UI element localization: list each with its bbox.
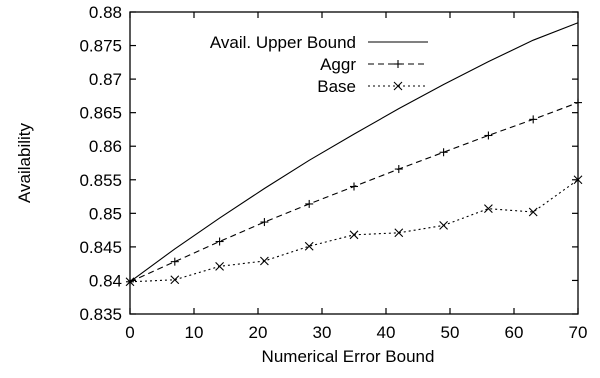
series-group — [125, 22, 583, 287]
axes: 0 10 20 30 40 50 60 70 0.835 0.84 0.845 0.85 0.855 0.… — [79, 3, 587, 342]
x-marker — [394, 228, 404, 238]
series-line — [129, 179, 579, 283]
y-tick-label: 0.84 — [89, 271, 122, 290]
series-base — [125, 175, 583, 287]
plot-frame — [129, 11, 579, 315]
y-tick-label: 0.845 — [79, 238, 122, 257]
legend-label: Base — [317, 77, 356, 96]
x-marker — [349, 230, 359, 240]
x-marker — [439, 221, 448, 230]
x-marker — [573, 175, 583, 185]
x-tick-label: 50 — [441, 323, 460, 342]
y-tick-label: 0.87 — [89, 70, 122, 89]
y-tick-label: 0.855 — [79, 171, 122, 190]
x-tick-label: 40 — [377, 323, 396, 342]
legend-label: Aggr — [320, 55, 356, 74]
legend: Avail. Upper Bound Aggr Base — [210, 33, 428, 96]
y-axis-label: Availability — [15, 123, 34, 204]
y-tick-label: 0.875 — [79, 37, 122, 56]
y-tick-label: 0.88 — [89, 3, 122, 22]
y-tick-label: 0.835 — [79, 305, 122, 324]
x-marker — [484, 204, 493, 214]
x-marker — [528, 207, 538, 217]
series-aggr — [126, 98, 582, 286]
x-marker — [393, 81, 403, 91]
y-tick-label: 0.85 — [89, 204, 122, 223]
x-marker — [304, 241, 314, 251]
x-marker — [170, 275, 180, 285]
series-line — [129, 102, 579, 283]
series-avail-upper-bound — [129, 22, 579, 283]
x-tick-label: 10 — [185, 323, 204, 342]
series-line — [129, 22, 579, 283]
y-tick-label: 0.86 — [89, 137, 122, 156]
x-tick-label: 60 — [505, 323, 524, 342]
x-axis-label: Numerical Error Bound — [262, 347, 435, 366]
x-tick-label: 70 — [569, 323, 588, 342]
x-marker — [125, 277, 135, 287]
x-marker — [215, 261, 224, 271]
y-tick-label: 0.865 — [79, 104, 122, 123]
x-tick-label: 30 — [313, 323, 332, 342]
x-tick-label: 20 — [249, 323, 268, 342]
x-tick-label: 0 — [125, 323, 134, 342]
legend-label: Avail. Upper Bound — [210, 33, 356, 52]
x-marker — [260, 256, 269, 266]
